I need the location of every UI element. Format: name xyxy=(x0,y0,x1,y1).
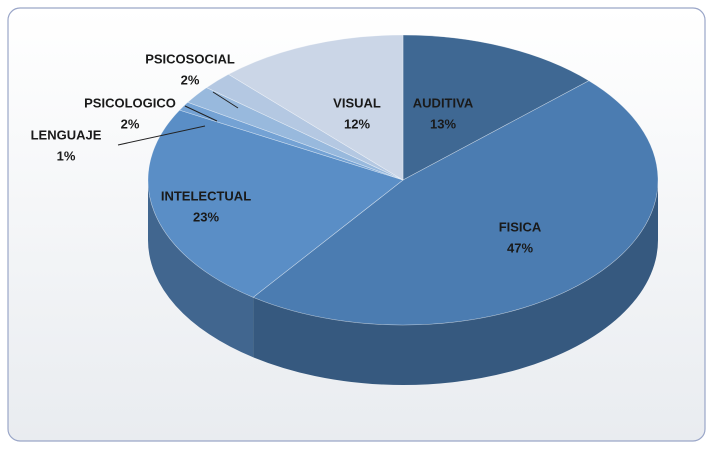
pie-slice xyxy=(227,34,404,181)
slice-label: PSICOLOGICO xyxy=(84,95,176,110)
leader-line xyxy=(212,91,239,109)
pie-slice xyxy=(252,80,659,326)
slice-label: AUDITIVA xyxy=(413,95,474,110)
pie-slice xyxy=(147,109,404,298)
slice-value-label: 1% xyxy=(57,148,76,163)
slice-value-label: 23% xyxy=(193,209,219,224)
slice-value-label: 2% xyxy=(121,116,140,131)
pie-side xyxy=(253,180,659,386)
leader-line xyxy=(184,105,218,122)
pie-side xyxy=(148,180,254,358)
slice-value-label: 12% xyxy=(344,116,370,131)
slice-label: PSICOSOCIAL xyxy=(145,51,235,66)
slice-value-label: 2% xyxy=(181,72,200,87)
slice-label: FISICA xyxy=(499,219,542,234)
slice-value-label: 47% xyxy=(507,240,533,255)
leader-line xyxy=(117,125,206,146)
slice-label: VISUAL xyxy=(333,95,381,110)
slice-label: LENGUAJE xyxy=(31,127,102,142)
slice-label: INTELECTUAL xyxy=(161,188,251,203)
pie-slice xyxy=(402,34,590,181)
slice-value-label: 13% xyxy=(430,116,456,131)
